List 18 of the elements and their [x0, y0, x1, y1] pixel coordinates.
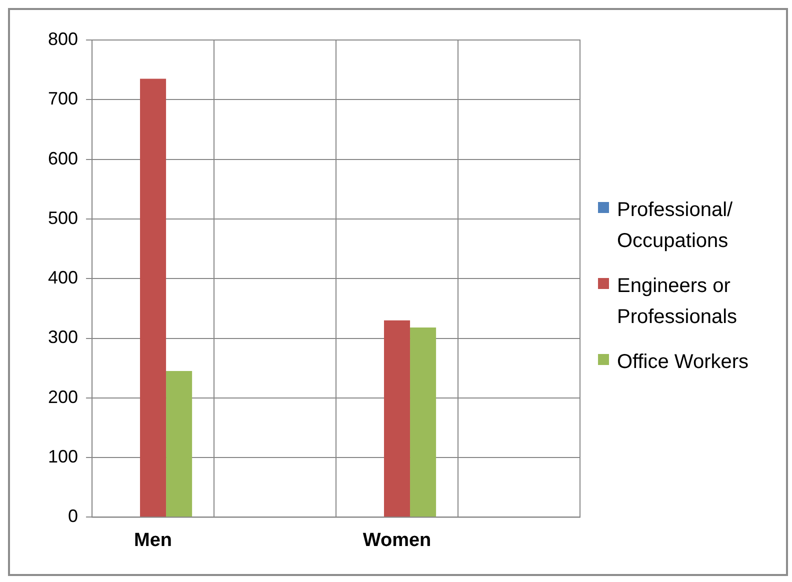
y-tick-label: 500 — [48, 208, 78, 228]
bar — [384, 320, 410, 517]
bar — [166, 371, 192, 517]
y-tick-label: 600 — [48, 148, 78, 168]
y-tick-label: 300 — [48, 327, 78, 348]
y-tick-label: 200 — [48, 386, 78, 407]
y-tick-label: 800 — [48, 28, 78, 49]
legend-label: Office Workers — [617, 350, 750, 375]
x-tick-label: Men — [134, 530, 172, 551]
bar — [140, 78, 166, 517]
bar — [410, 328, 436, 517]
y-tick-label: 0 — [68, 506, 78, 526]
y-tick-label: 400 — [48, 268, 78, 288]
y-tick-label: 700 — [48, 88, 78, 109]
y-tick-label: 100 — [48, 446, 78, 467]
legend-label: Professional/ Occupations — [617, 198, 734, 254]
legend-label: Engineers or Professionals — [617, 274, 738, 330]
x-tick-label: Women — [362, 530, 432, 551]
